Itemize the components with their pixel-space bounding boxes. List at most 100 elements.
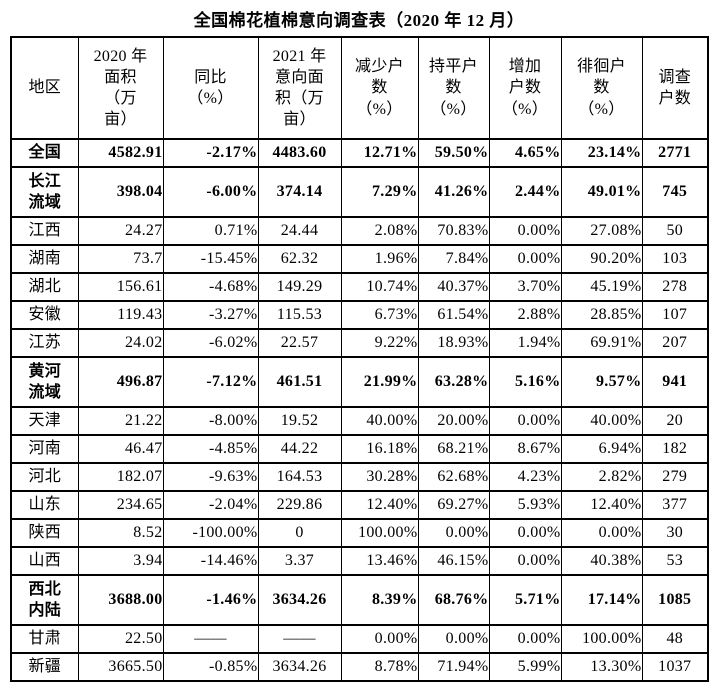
table-cell: 8.78% (340, 652, 419, 682)
table-cell: 3.37 (257, 546, 342, 576)
table-cell: 9.57% (560, 356, 643, 408)
table-cell: 3688.00 (77, 574, 164, 626)
table-cell: 46.15% (417, 546, 490, 576)
table-row: 西北 内陆 3688.00 -1.46% 3634.26 8.39% 68.76% 5.71… (10, 574, 709, 626)
table-cell: 40.38% (560, 546, 643, 576)
table-cell: 3665.50 (77, 652, 164, 682)
table-cell: 21.22 (77, 406, 164, 436)
table-cell: 398.04 (77, 166, 164, 218)
region-cell: 陕西 (10, 518, 79, 548)
table-row: 甘肃 22.50 —— —— 0.00% 0.00% 0.00% 100.00% 48 (10, 624, 709, 654)
table-cell: 8.67% (488, 434, 562, 464)
table-cell: 40.00% (560, 406, 643, 436)
table-row: 江苏 24.02 -6.02% 22.57 9.22% 18.93% 1.94% 69.91%… (10, 328, 709, 358)
table-body: 全国 4582.91 -2.17% 4483.60 12.71% 59.50% 4.65% 2… (10, 138, 709, 682)
table-cell: 207 (641, 328, 709, 358)
table-cell: 44.22 (257, 434, 342, 464)
column-header: 调查 户数 (641, 36, 709, 140)
table-row: 湖南 73.7 -15.45% 62.32 1.96% 7.84% 0.00% 90.20% 1… (10, 244, 709, 274)
table-cell: 13.46% (340, 546, 419, 576)
table-cell: -14.46% (162, 546, 259, 576)
region-cell: 河北 (10, 462, 79, 492)
table-cell: 30 (641, 518, 709, 548)
table-cell: 2.08% (340, 216, 419, 246)
table-cell: 90.20% (560, 244, 643, 274)
table-cell: 0 (257, 518, 342, 548)
table-cell: -3.27% (162, 300, 259, 330)
table-row: 新疆 3665.50 -0.85% 3634.26 8.78% 71.94% 5.99% 13… (10, 652, 709, 682)
region-cell: 山东 (10, 490, 79, 520)
table-cell: 24.02 (77, 328, 164, 358)
table-cell: 70.83% (417, 216, 490, 246)
table-cell: 40.37% (417, 272, 490, 302)
table-row: 山东 234.65 -2.04% 229.86 12.40% 69.27% 5.93% 12.… (10, 490, 709, 520)
table-row: 江西 24.27 0.71% 24.44 2.08% 70.83% 0.00% 27.08% 5… (10, 216, 709, 246)
table-cell: -100.00% (162, 518, 259, 548)
table-cell: 68.21% (417, 434, 490, 464)
column-header: 2021 年 意向面 积（万 亩） (257, 36, 342, 140)
table-cell: 107 (641, 300, 709, 330)
table-cell: 27.08% (560, 216, 643, 246)
table-cell: 18.93% (417, 328, 490, 358)
region-cell: 山西 (10, 546, 79, 576)
table-cell: -15.45% (162, 244, 259, 274)
region-cell: 湖南 (10, 244, 79, 274)
table-cell: 100.00% (560, 624, 643, 654)
table-cell: 30.28% (340, 462, 419, 492)
table-cell: 3.94 (77, 546, 164, 576)
table-cell: 119.43 (77, 300, 164, 330)
table-header: 地区 2020 年 面积 （万 亩） 同比 （%） 2021 年 意向面 积（万 亩）… (10, 36, 709, 140)
table-cell: 0.00% (488, 244, 562, 274)
table-cell: 496.87 (77, 356, 164, 408)
survey-table: 地区 2020 年 面积 （万 亩） 同比 （%） 2021 年 意向面 积（万 亩）… (10, 36, 709, 682)
table-cell: 0.00% (488, 518, 562, 548)
table-row: 全国 4582.91 -2.17% 4483.60 12.71% 59.50% 4.65% 2… (10, 138, 709, 168)
table-cell: 103 (641, 244, 709, 274)
table-cell: 49.01% (560, 166, 643, 218)
table-cell: -4.68% (162, 272, 259, 302)
column-header: 2020 年 面积 （万 亩） (77, 36, 164, 140)
table-cell: 68.76% (417, 574, 490, 626)
table-row: 河南 46.47 -4.85% 44.22 16.18% 68.21% 8.67% 6.94%… (10, 434, 709, 464)
table-cell: 63.28% (417, 356, 490, 408)
table-cell: 62.68% (417, 462, 490, 492)
table-cell: 8.39% (340, 574, 419, 626)
table-cell: 3634.26 (257, 652, 342, 682)
table-cell: 1.94% (488, 328, 562, 358)
table-cell: -2.17% (162, 138, 259, 168)
table-cell: 4.65% (488, 138, 562, 168)
table-cell: 8.52 (77, 518, 164, 548)
table-cell: 156.61 (77, 272, 164, 302)
table-row: 长江 流域 398.04 -6.00% 374.14 7.29% 41.26% 2.44% 4… (10, 166, 709, 218)
table-cell: -8.00% (162, 406, 259, 436)
region-cell: 安徽 (10, 300, 79, 330)
region-cell: 甘肃 (10, 624, 79, 654)
table-cell: 20 (641, 406, 709, 436)
table-cell: 2771 (641, 138, 709, 168)
table-cell: 5.99% (488, 652, 562, 682)
region-cell: 全国 (10, 138, 79, 168)
column-header: 地区 (10, 36, 79, 140)
table-cell: 0.00% (488, 406, 562, 436)
region-cell: 长江 流域 (10, 166, 79, 218)
table-cell: 62.32 (257, 244, 342, 274)
table-cell: 1037 (641, 652, 709, 682)
table-cell: 5.16% (488, 356, 562, 408)
region-cell: 黄河 流域 (10, 356, 79, 408)
table-cell: 0.71% (162, 216, 259, 246)
region-cell: 江西 (10, 216, 79, 246)
table-cell: 22.50 (77, 624, 164, 654)
table-cell: 24.27 (77, 216, 164, 246)
table-cell: 229.86 (257, 490, 342, 520)
region-cell: 江苏 (10, 328, 79, 358)
region-cell: 湖北 (10, 272, 79, 302)
table-row: 安徽 119.43 -3.27% 115.53 6.73% 61.54% 2.88% 28.8… (10, 300, 709, 330)
table-cell: 745 (641, 166, 709, 218)
table-cell: 5.93% (488, 490, 562, 520)
table-cell: 21.99% (340, 356, 419, 408)
table-cell: 279 (641, 462, 709, 492)
table-cell: 377 (641, 490, 709, 520)
table-row: 天津 21.22 -8.00% 19.52 40.00% 20.00% 0.00% 40.00… (10, 406, 709, 436)
table-cell: -0.85% (162, 652, 259, 682)
table-cell: 41.26% (417, 166, 490, 218)
